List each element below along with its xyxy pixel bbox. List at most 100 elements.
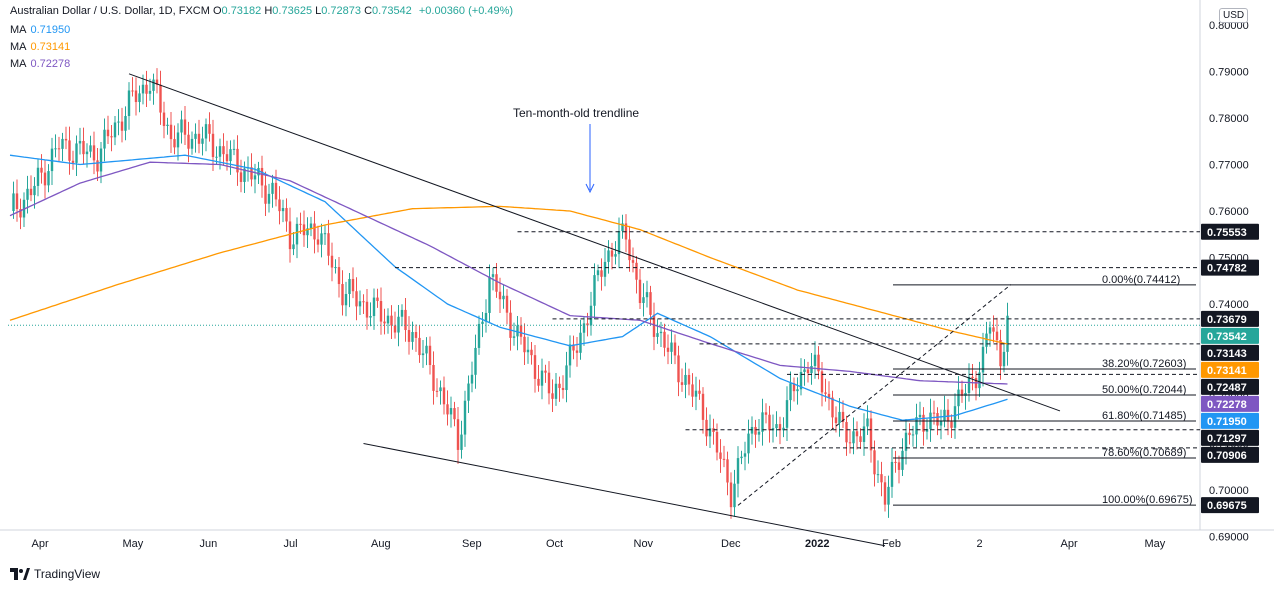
candle-body: [281, 208, 285, 212]
ma-legend-purple[interactable]: MA 0.72278: [10, 58, 71, 70]
candle-body: [50, 148, 54, 172]
candle-body: [453, 408, 456, 420]
candle-body: [365, 301, 369, 318]
candle-body: [64, 138, 68, 141]
candle-body: [47, 171, 50, 186]
candle-body: [943, 409, 946, 422]
candle-body: [152, 79, 155, 91]
candle-body: [306, 228, 309, 236]
annotation-arrow-head: [585, 183, 595, 194]
candle-body: [705, 419, 708, 437]
candle-body: [61, 138, 64, 149]
candle-body: [729, 482, 733, 508]
candle-body: [880, 474, 883, 483]
candle-body: [176, 132, 180, 148]
candle-body: [964, 392, 967, 396]
currency-label[interactable]: USD: [1219, 8, 1249, 23]
candle-body: [568, 344, 572, 366]
candle-body: [589, 305, 593, 326]
candle-body: [253, 175, 257, 180]
candle-body: [824, 392, 827, 394]
candle-body: [698, 390, 701, 394]
candle-body: [684, 374, 687, 385]
candle-body: [810, 365, 813, 374]
candle-body: [292, 244, 295, 250]
x-tick-label: May: [1145, 538, 1166, 550]
candle-body: [687, 374, 691, 385]
candle-body: [663, 331, 666, 348]
brand-name: TradingView: [34, 567, 101, 581]
candle-body: [537, 378, 540, 386]
candle-body: [477, 323, 481, 348]
moving-average-line: [9, 205, 1008, 345]
candle-body: [33, 185, 36, 196]
candle-body: [820, 371, 824, 393]
candle-body: [722, 458, 726, 460]
candle-body: [54, 148, 57, 150]
candle-body: [918, 414, 922, 418]
candle-body: [397, 316, 400, 333]
tradingview-icon: [10, 568, 30, 580]
candle-body: [701, 393, 705, 420]
candle-body: [299, 223, 302, 225]
candle-body: [386, 315, 390, 324]
candle-body: [827, 393, 831, 398]
y-tick-label: 0.79000: [1209, 67, 1249, 79]
candle-body: [740, 456, 743, 459]
candle-body: [260, 167, 264, 186]
candle-body: [316, 239, 320, 245]
candle-body: [764, 412, 768, 415]
candle-body: [726, 459, 729, 483]
candle-body: [148, 90, 152, 94]
price-tag-label: 0.71297: [1207, 433, 1247, 445]
candle-body: [285, 208, 288, 222]
candle-body: [274, 182, 278, 200]
price-tag-label: 0.73141: [1207, 365, 1247, 377]
candle-body: [19, 208, 22, 218]
candle-body: [999, 340, 1002, 367]
candle-body: [127, 90, 131, 117]
fibonacci-level-label: 38.20%(0.72603): [1102, 358, 1186, 370]
candle-body: [89, 145, 92, 152]
candle-body: [925, 429, 929, 432]
candle-body: [509, 312, 512, 338]
price-change: +0.00360 (+0.49%): [418, 5, 514, 17]
candle-body: [432, 364, 435, 391]
candle-body: [138, 93, 141, 103]
candle-body: [278, 199, 281, 212]
candle-body: [36, 167, 40, 186]
candle-body: [229, 149, 232, 162]
candle-body: [379, 301, 383, 322]
candle-body: [610, 250, 614, 257]
ma-legend-orange[interactable]: MA 0.73141: [10, 41, 71, 53]
candle-body: [572, 344, 575, 351]
candle-body: [782, 427, 785, 431]
candle-body: [117, 121, 120, 123]
candle-body: [225, 154, 229, 162]
candle-body: [92, 145, 96, 161]
candle-body: [78, 140, 82, 144]
candle-body: [502, 295, 505, 300]
candle-body: [736, 458, 740, 484]
candle-body: [358, 301, 362, 307]
candle-body: [498, 291, 502, 300]
candle-body: [862, 426, 866, 442]
candle-body: [75, 143, 78, 163]
candle-body: [201, 138, 204, 144]
candle-body: [166, 124, 169, 127]
candle-body: [187, 134, 190, 149]
candle-body: [768, 414, 771, 431]
x-tick-label: May: [123, 538, 144, 550]
price-tag-label: 0.75553: [1207, 227, 1247, 239]
candle-body: [967, 376, 971, 393]
ma-legend-blue[interactable]: MA 0.71950: [10, 24, 71, 36]
candle-body: [897, 462, 901, 470]
candle-body: [309, 223, 313, 229]
candle-body: [778, 424, 782, 431]
candle-body: [456, 419, 460, 450]
tradingview-logo[interactable]: TradingView: [10, 566, 100, 582]
fibonacci-level-label: 100.00%(0.69675): [1102, 494, 1193, 506]
candle-body: [355, 291, 358, 307]
